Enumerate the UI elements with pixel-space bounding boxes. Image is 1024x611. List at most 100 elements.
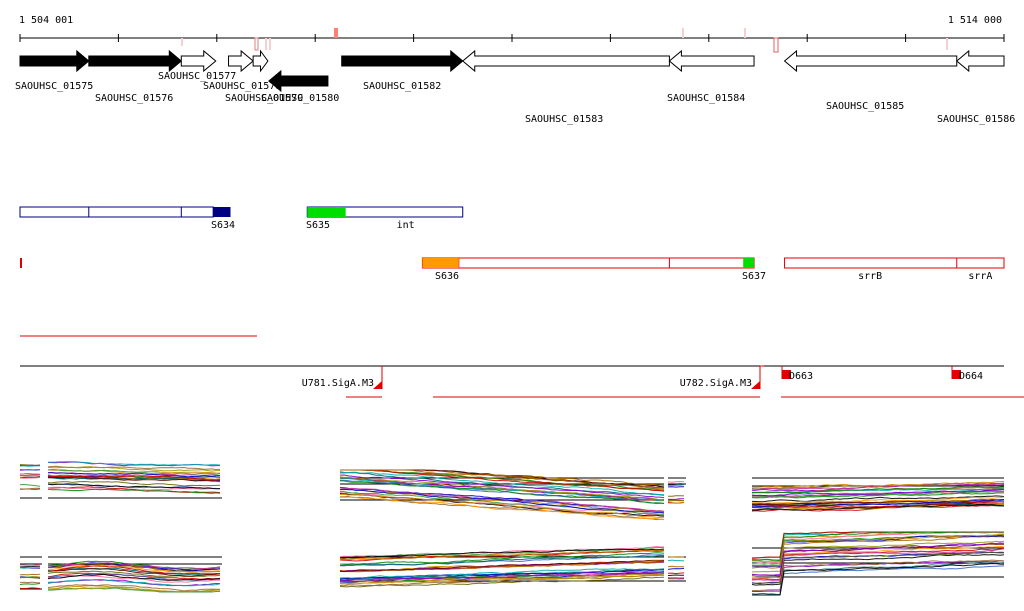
expression-line [19, 477, 41, 479]
expression-line [667, 499, 685, 502]
promoter-flag[interactable] [373, 381, 382, 389]
expression-line [19, 587, 41, 590]
expression-line [47, 568, 221, 577]
terminator-box[interactable] [952, 370, 961, 379]
expression-line [751, 490, 1005, 498]
operon-tag[interactable] [743, 258, 755, 268]
expression-line [47, 560, 221, 570]
gene-arrow[interactable] [180, 49, 217, 73]
expression-line [751, 531, 1004, 562]
expression-line [339, 574, 665, 587]
expression-line [47, 578, 221, 587]
expression-line [339, 490, 665, 515]
expression-line [340, 571, 665, 582]
expression-line [47, 469, 221, 475]
expression-line [667, 498, 685, 500]
gene-arrow[interactable] [19, 49, 90, 73]
expression-line [47, 584, 221, 592]
expression-line [340, 495, 665, 521]
operon-label: S635 [306, 220, 330, 231]
operon-label: srrA [968, 271, 992, 282]
expression-line [751, 499, 1005, 508]
operon-track-red: S636 S637 srrB srrA [20, 257, 1005, 282]
axis-end-label: 1 514 000 [948, 15, 1002, 26]
expression-line [751, 489, 1005, 497]
expression-line [340, 469, 665, 489]
gene-arrow[interactable] [228, 49, 254, 73]
operon-box[interactable] [784, 257, 1005, 269]
expression-line [339, 493, 665, 518]
gene-label: SAOUHSC_01586 [937, 114, 1015, 125]
gene-arrow[interactable] [268, 69, 329, 93]
expression-line [339, 471, 665, 496]
expression-line [47, 465, 221, 471]
expression-line [47, 586, 221, 593]
expression-line [751, 548, 1005, 581]
expression-line [339, 496, 665, 521]
expression-line [47, 565, 221, 575]
expression-line [752, 565, 1005, 596]
gene-arrow[interactable] [461, 49, 670, 73]
expression-line [47, 573, 221, 581]
operon-tag[interactable] [422, 258, 459, 268]
expression-line [667, 574, 684, 577]
gene-label: SAOUHSC_01582 [363, 81, 441, 92]
expression-line [340, 480, 665, 504]
operon-box[interactable] [19, 206, 214, 218]
gene-arrow[interactable] [252, 49, 269, 73]
expression-line [751, 501, 1005, 509]
expression-line [339, 576, 665, 588]
expression-line [667, 480, 685, 483]
operon-label: S634 [211, 220, 235, 231]
operon-track-blue: S634 S635 int [19, 206, 464, 231]
gene-label: SAOUHSC_01583 [525, 114, 603, 125]
expression-line [751, 504, 1005, 511]
expression-line [339, 572, 665, 583]
expression-line [667, 559, 685, 562]
promoter-flag[interactable] [751, 381, 760, 389]
terminator-label: D664 [959, 371, 983, 382]
gene-arrow[interactable] [955, 49, 1005, 73]
expression-line [47, 483, 221, 490]
expression-line [751, 481, 1005, 488]
expression-line [47, 488, 221, 494]
expression-line [339, 555, 665, 567]
expression-line [339, 488, 665, 514]
axis-start-label: 1 504 001 [19, 15, 73, 26]
expression-line [751, 542, 1005, 576]
expression-line [47, 476, 221, 482]
operon-tag[interactable] [307, 207, 346, 217]
operon-box[interactable] [421, 257, 755, 269]
expression-line [19, 565, 41, 568]
operon-label: srrB [858, 271, 882, 282]
operon-fragment [20, 258, 22, 268]
expression-line [340, 472, 665, 496]
feature-track: U781.SigA.M3 U782.SigA.M3 D663 D664 [20, 365, 1004, 389]
gene-track: SAOUHSC_01575SAOUHSC_01576SAOUHSC_01577S… [15, 49, 1015, 125]
expression-line [751, 488, 1004, 494]
expression-line [19, 487, 41, 490]
expression-line [751, 554, 1005, 586]
expression-line [19, 483, 41, 487]
gene-label: SAOUHSC_01578 [203, 81, 281, 92]
operon-tag[interactable] [213, 207, 231, 217]
expression-line [752, 533, 1004, 567]
expression-line [751, 545, 1005, 579]
expression-line [340, 469, 665, 491]
coordinate-axis: 1 504 001 1 514 000 [19, 15, 1005, 53]
expression-line [667, 484, 685, 486]
gene-arrow[interactable] [88, 49, 183, 73]
gene-arrow[interactable] [341, 49, 464, 73]
expression-line [47, 466, 220, 472]
expression-line [340, 552, 665, 565]
expression-line [751, 495, 1005, 503]
expression-line [47, 471, 221, 477]
axis-marks [181, 28, 948, 53]
gene-label: SAOUHSC_01576 [95, 93, 173, 104]
gene-arrow[interactable] [783, 49, 958, 73]
gene-arrow[interactable] [668, 49, 755, 73]
expression-line [339, 568, 665, 579]
terminator-box[interactable] [782, 370, 791, 379]
expression-line [47, 570, 221, 578]
expression-line [47, 475, 221, 481]
